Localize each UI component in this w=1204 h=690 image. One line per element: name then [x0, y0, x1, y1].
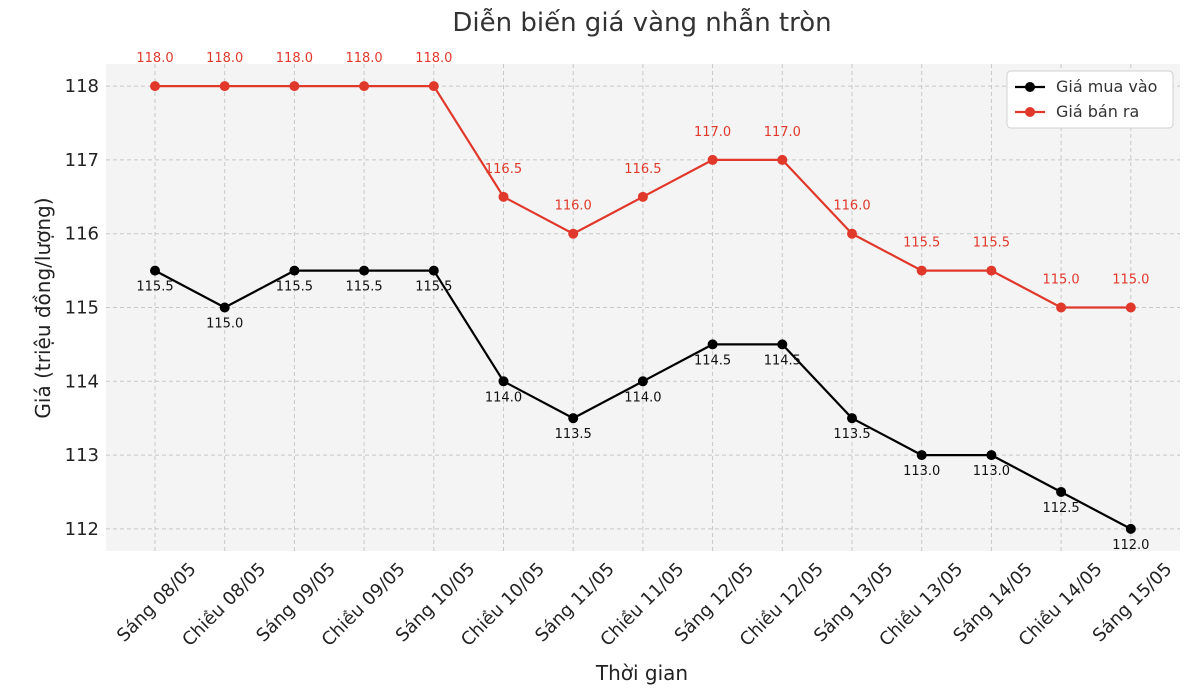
data-point	[359, 265, 370, 276]
data-label: 113.0	[973, 464, 1010, 479]
data-label: 115.0	[1042, 273, 1079, 288]
y-tick-label: 118	[65, 76, 99, 97]
data-point	[219, 302, 230, 313]
data-label: 116.5	[624, 162, 661, 177]
data-point	[219, 81, 230, 92]
data-point	[986, 450, 997, 461]
data-label: 117.0	[764, 125, 801, 140]
y-tick-label: 113	[65, 445, 99, 466]
data-point	[289, 81, 300, 92]
legend-marker	[1025, 107, 1035, 117]
data-point	[498, 376, 509, 387]
data-point	[707, 154, 718, 165]
data-label: 118.0	[415, 51, 452, 66]
data-point	[916, 265, 927, 276]
data-label: 113.0	[903, 464, 940, 479]
data-point	[428, 265, 439, 276]
legend-entry: Giá bán ra	[1056, 102, 1139, 121]
data-label: 116.5	[485, 162, 522, 177]
data-point	[777, 339, 788, 350]
data-label: 114.5	[694, 353, 731, 368]
data-label: 113.5	[555, 427, 592, 442]
data-label: 115.5	[136, 280, 173, 295]
y-tick-label: 116	[65, 224, 99, 245]
data-label: 112.0	[1112, 538, 1149, 553]
data-label: 115.5	[415, 280, 452, 295]
data-label: 118.0	[206, 51, 243, 66]
data-point	[1125, 523, 1136, 534]
data-point	[707, 339, 718, 350]
legend-box	[1006, 70, 1174, 129]
y-axis-label: Giá (triệu đồng/lượng)	[31, 197, 55, 418]
legend-marker	[1025, 82, 1035, 92]
legend-entry: Giá mua vào	[1056, 77, 1157, 96]
data-point	[1056, 302, 1067, 313]
data-point	[986, 265, 997, 276]
data-label: 118.0	[136, 51, 173, 66]
data-label: 115.5	[276, 280, 313, 295]
data-label: 115.0	[206, 317, 243, 332]
data-label: 115.5	[903, 236, 940, 251]
data-label: 115.5	[973, 236, 1010, 251]
data-point	[1125, 302, 1136, 313]
y-tick-label: 115	[65, 298, 99, 319]
data-label: 113.5	[833, 427, 870, 442]
y-tick-label: 112	[65, 519, 99, 540]
data-point	[916, 450, 927, 461]
data-point	[428, 81, 439, 92]
data-label: 114.0	[624, 390, 661, 405]
data-point	[1056, 486, 1067, 497]
data-label: 115.0	[1112, 273, 1149, 288]
data-point	[777, 154, 788, 165]
data-point	[289, 265, 300, 276]
data-label: 118.0	[345, 51, 382, 66]
data-label: 114.0	[485, 390, 522, 405]
x-axis-label: Thời gian	[595, 661, 688, 685]
data-label: 114.5	[764, 353, 801, 368]
data-point	[359, 81, 370, 92]
data-label: 118.0	[276, 51, 313, 66]
data-point	[847, 228, 857, 239]
y-tick-label: 117	[65, 150, 99, 171]
data-label: 112.5	[1042, 501, 1079, 516]
chart-title: Diễn biến giá vàng nhẫn tròn	[452, 7, 831, 38]
data-label: 115.5	[345, 280, 382, 295]
data-point	[150, 81, 160, 92]
data-point	[637, 376, 648, 387]
y-tick-label: 114	[65, 371, 99, 392]
data-point	[150, 265, 160, 276]
data-point	[498, 191, 509, 202]
legend: Giá mua vào Giá bán ra	[1006, 70, 1174, 129]
data-point	[568, 228, 579, 239]
data-label: 116.0	[833, 199, 870, 214]
data-point	[637, 191, 648, 202]
data-label: 117.0	[694, 125, 731, 140]
data-label: 116.0	[555, 199, 592, 214]
data-point	[568, 413, 579, 424]
data-point	[847, 413, 857, 424]
